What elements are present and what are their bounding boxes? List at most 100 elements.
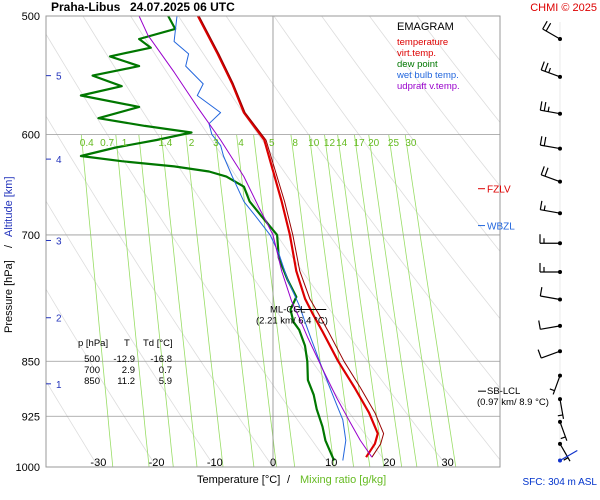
annotation-layer: FZLV WBZL ML-CCL(2.21 km/ 6.4 °C) SB-LCL(0.…	[256, 185, 549, 408]
mixing-ratio-label: 14	[336, 138, 348, 149]
wind-barb-flag	[540, 61, 545, 71]
wind-barb-shaft	[540, 109, 561, 115]
level-label: FZLV	[487, 185, 511, 196]
wind-barb-shaft	[559, 449, 578, 461]
mixing-ratio-label: 25	[388, 138, 400, 149]
wind-barb	[540, 166, 562, 184]
series-temperature	[196, 16, 379, 458]
mixing-ratio-line	[185, 134, 224, 467]
y-axis-label-pressure: Pressure [hPa]	[3, 260, 15, 333]
wind-barbs	[537, 20, 578, 463]
wind-barb-half-flag	[543, 205, 546, 211]
table-cell: 850	[84, 376, 100, 387]
table-cell: 500	[84, 354, 100, 365]
wind-barb-shaft	[559, 399, 565, 419]
wind-barb-half-flag	[547, 106, 550, 112]
wind-barb-flag	[544, 62, 549, 72]
wind-barb-flag	[539, 101, 543, 111]
mixing-ratio-line	[290, 134, 335, 467]
wind-barb-dot	[558, 419, 562, 424]
mixing-ratio-label: 5	[269, 138, 275, 149]
wind-barb-shaft	[559, 421, 568, 441]
wind-barb-dot	[558, 179, 562, 184]
legend-wet-bulb: wet bulb temp.	[396, 70, 459, 81]
dry-adiabat	[46, 380, 99, 467]
table-cell: 700	[84, 365, 100, 376]
wind-barb-dot	[558, 146, 562, 151]
wind-barb-dot	[558, 111, 562, 116]
wind-barb	[558, 441, 571, 462]
altitude-tick-label: 3	[56, 236, 62, 247]
table-cell: 2.9	[122, 365, 135, 376]
plot-frame	[45, 15, 501, 468]
mixing-ratio-label: 4	[238, 138, 244, 149]
ml-ccl-label: ML-CCL	[270, 304, 305, 315]
table-header-td: Td [°C]	[143, 338, 173, 349]
wind-barb-dot	[558, 397, 562, 402]
wind-barb-shaft	[559, 443, 571, 462]
wind-barb-shaft	[540, 209, 561, 214]
wind-barb-dot	[558, 297, 562, 302]
wind-barb	[557, 397, 565, 419]
mixing-ratio-label: 0.4	[80, 138, 94, 149]
y-axis-label-altitude: Altitude [km]	[3, 176, 15, 237]
wind-barb-shaft	[540, 295, 561, 301]
copyright: CHMI © 2025	[530, 2, 597, 14]
dry-adiabat	[369, 16, 500, 187]
wind-barb-flag	[545, 22, 552, 32]
level-label: WBZL	[487, 222, 515, 233]
mixing-ratio-line	[337, 134, 385, 467]
dry-adiabat	[82, 16, 390, 467]
mixing-ratio-line	[214, 134, 255, 467]
wind-barb-shaft	[540, 325, 561, 330]
mixing-ratio-line	[138, 134, 174, 467]
altitude-tick-label: 4	[56, 155, 62, 166]
table-cell: 5.9	[159, 376, 172, 387]
wind-barb-flag	[540, 166, 545, 176]
wind-barb	[539, 262, 562, 274]
y-tick-label: 600	[22, 130, 40, 142]
wind-barb	[539, 234, 562, 246]
wind-barb-flag	[537, 349, 542, 359]
mixing-ratio-line	[80, 134, 114, 467]
dry-adiabat	[321, 16, 500, 253]
sounding-datetime: 24.07.2025 06 UTC	[130, 0, 235, 14]
wind-barb-dot	[558, 74, 562, 79]
mixing-ratio-line	[388, 134, 439, 467]
wind-barb-dot	[558, 349, 562, 354]
legend-temperature: temperature	[397, 37, 448, 48]
wind-barb-dot	[558, 269, 562, 274]
wind-barb-dot	[558, 241, 562, 246]
series-layer	[79, 16, 385, 461]
mixing-ratio-line	[354, 134, 403, 467]
altitude-tick-label: 5	[56, 72, 62, 83]
x-tick-label: 30	[441, 457, 453, 469]
y-tick-label: 925	[22, 411, 40, 423]
mixing-ratio-label: 2	[189, 138, 195, 149]
wind-barb-shaft	[552, 375, 561, 395]
wind-barb-flag	[538, 320, 541, 330]
wind-barb-shaft	[540, 144, 561, 150]
table-cell: -12.9	[113, 354, 135, 365]
mixing-ratio-line	[115, 134, 150, 467]
table-header-p: p [hPa]	[78, 338, 108, 349]
dry-adiabat	[46, 33, 332, 467]
x-tick-label: 20	[383, 457, 395, 469]
wind-barb-half-flag	[548, 67, 551, 73]
altitude-tick-label: 2	[56, 314, 62, 325]
y-axis-label-separator: /	[3, 244, 15, 248]
x-axis-label-temperature: Temperature [°C]	[197, 474, 280, 486]
wind-barb-half-flag	[560, 436, 566, 440]
table-cell: 11.2	[117, 376, 135, 387]
legend-updraft: udpraft v.temp.	[397, 81, 460, 92]
wind-barb-flag	[539, 287, 543, 297]
y-axis-label: Pressure [hPa] / Altitude [km]	[3, 176, 15, 333]
dry-adiabat	[225, 16, 500, 389]
mixing-ratio-line	[404, 134, 457, 467]
ml-ccl-value: (2.21 km/ 6.4 °C)	[256, 315, 328, 326]
dry-adiabat	[416, 16, 500, 123]
wind-barb-dot	[558, 458, 562, 463]
wind-barb-shaft	[541, 69, 561, 78]
wind-barb-flag	[544, 167, 549, 177]
